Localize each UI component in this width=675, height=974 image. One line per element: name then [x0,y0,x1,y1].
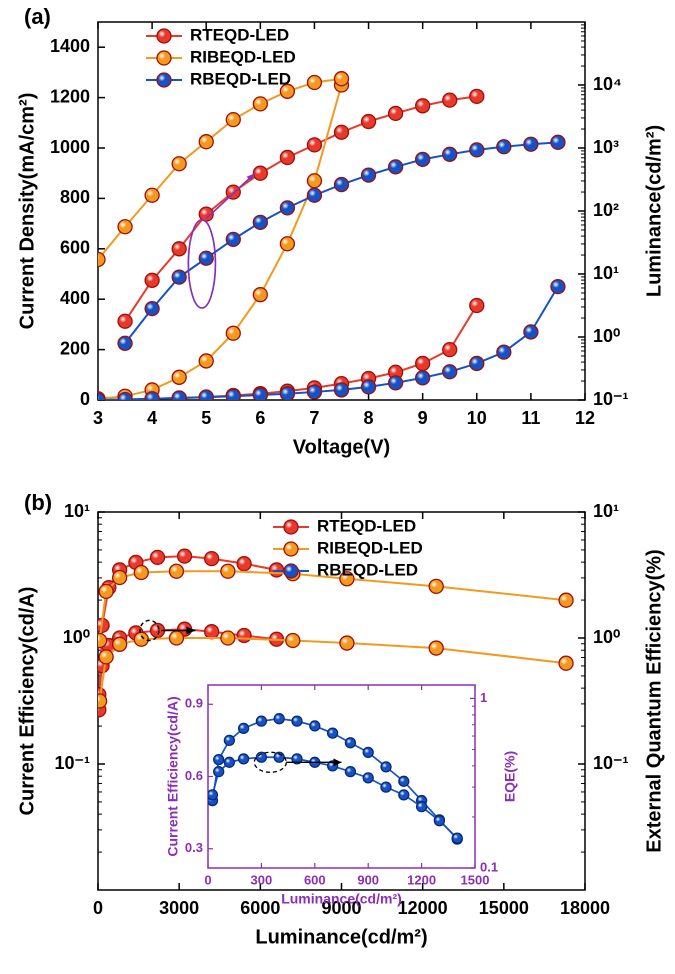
svg-text:0.6: 0.6 [185,768,203,783]
svg-text:12000: 12000 [398,898,448,918]
panel-b-chart: 030006000900012000150001800010⁻¹10⁻¹10⁰1… [0,490,675,970]
svg-text:RBEQD-LED: RBEQD-LED [317,560,418,579]
svg-text:Luminance(cd/m²): Luminance(cd/m²) [255,926,427,948]
svg-text:10¹: 10¹ [593,501,619,521]
svg-text:External Quantum Efficiency(%): External Quantum Efficiency(%) [643,549,665,852]
svg-text:0: 0 [80,389,90,409]
svg-text:10¹: 10¹ [593,263,619,283]
svg-text:RBEQD-LED: RBEQD-LED [190,69,291,88]
svg-text:5: 5 [201,408,211,428]
svg-text:600: 600 [304,872,326,887]
svg-text:EQE(%): EQE(%) [502,751,518,802]
svg-text:10¹: 10¹ [64,501,90,521]
svg-text:RTEQD-LED: RTEQD-LED [317,516,416,535]
svg-text:10³: 10³ [593,137,619,157]
figure-container: (a) 345678910111202004006008001000120014… [0,0,675,974]
svg-text:11: 11 [521,408,540,428]
svg-text:Luminance(cd/m²): Luminance(cd/m²) [643,125,665,297]
svg-text:3000: 3000 [159,898,199,918]
svg-text:0: 0 [93,898,103,918]
svg-text:600: 600 [60,238,90,258]
panel-a-chart: 3 4 5 6 7 8 9 10 11 12 0 200 400 600 800 1000 1200 1400 10… [0,0,675,480]
svg-text:12: 12 [575,408,595,428]
svg-text:300: 300 [251,872,273,887]
svg-text:10⁰: 10⁰ [593,326,620,346]
svg-text:1200: 1200 [50,86,90,106]
panel-b: (b) 030006000900012000150001800010⁻¹10⁻¹… [0,490,675,970]
svg-text:10⁻¹: 10⁻¹ [54,753,90,773]
svg-text:18000: 18000 [560,898,610,918]
svg-text:10: 10 [467,408,487,428]
svg-text:4: 4 [147,408,157,428]
svg-text:Voltage(V): Voltage(V) [293,436,390,458]
svg-text:800: 800 [60,187,90,207]
svg-text:0: 0 [204,872,211,887]
svg-text:15000: 15000 [479,898,529,918]
svg-text:RIBEQD-LED: RIBEQD-LED [317,538,423,557]
svg-text:7: 7 [309,408,319,428]
svg-text:3: 3 [93,408,103,428]
svg-text:8: 8 [364,408,374,428]
svg-text:200: 200 [60,338,90,358]
svg-text:Luminance(cd/m²): Luminance(cd/m²) [281,891,402,907]
svg-text:1500: 1500 [461,872,490,887]
svg-text:0.3: 0.3 [185,840,203,855]
svg-text:0.9: 0.9 [185,696,203,711]
svg-text:RIBEQD-LED: RIBEQD-LED [190,47,296,66]
svg-text:Current Density(mA/cm²): Current Density(mA/cm²) [16,93,38,330]
svg-text:1: 1 [480,690,487,705]
panel-b-label: (b) [24,490,52,516]
svg-text:Current Efficiency(cd/A): Current Efficiency(cd/A) [16,587,38,816]
svg-text:900: 900 [357,872,379,887]
svg-text:10⁴: 10⁴ [593,74,622,94]
panel-a-label: (a) [24,4,51,30]
svg-text:10⁰: 10⁰ [593,627,620,647]
svg-text:6: 6 [255,408,265,428]
svg-text:10⁻¹: 10⁻¹ [593,753,629,773]
svg-text:400: 400 [60,288,90,308]
svg-text:10⁻¹: 10⁻¹ [593,389,629,409]
svg-text:9: 9 [418,408,428,428]
svg-text:1000: 1000 [50,137,90,157]
svg-text:10²: 10² [593,200,619,220]
svg-text:1200: 1200 [407,872,436,887]
svg-text:10⁰: 10⁰ [63,627,90,647]
svg-text:1400: 1400 [50,36,90,56]
svg-text:0.1: 0.1 [480,859,498,874]
svg-text:Current Efficiency(cd/A): Current Efficiency(cd/A) [165,696,181,856]
svg-text:RTEQD-LED: RTEQD-LED [190,25,289,44]
svg-text:6000: 6000 [240,898,280,918]
panel-a: (a) 3 4 5 6 7 8 9 10 11 12 0 200 400 600 800 1000 1200 14… [0,0,675,480]
